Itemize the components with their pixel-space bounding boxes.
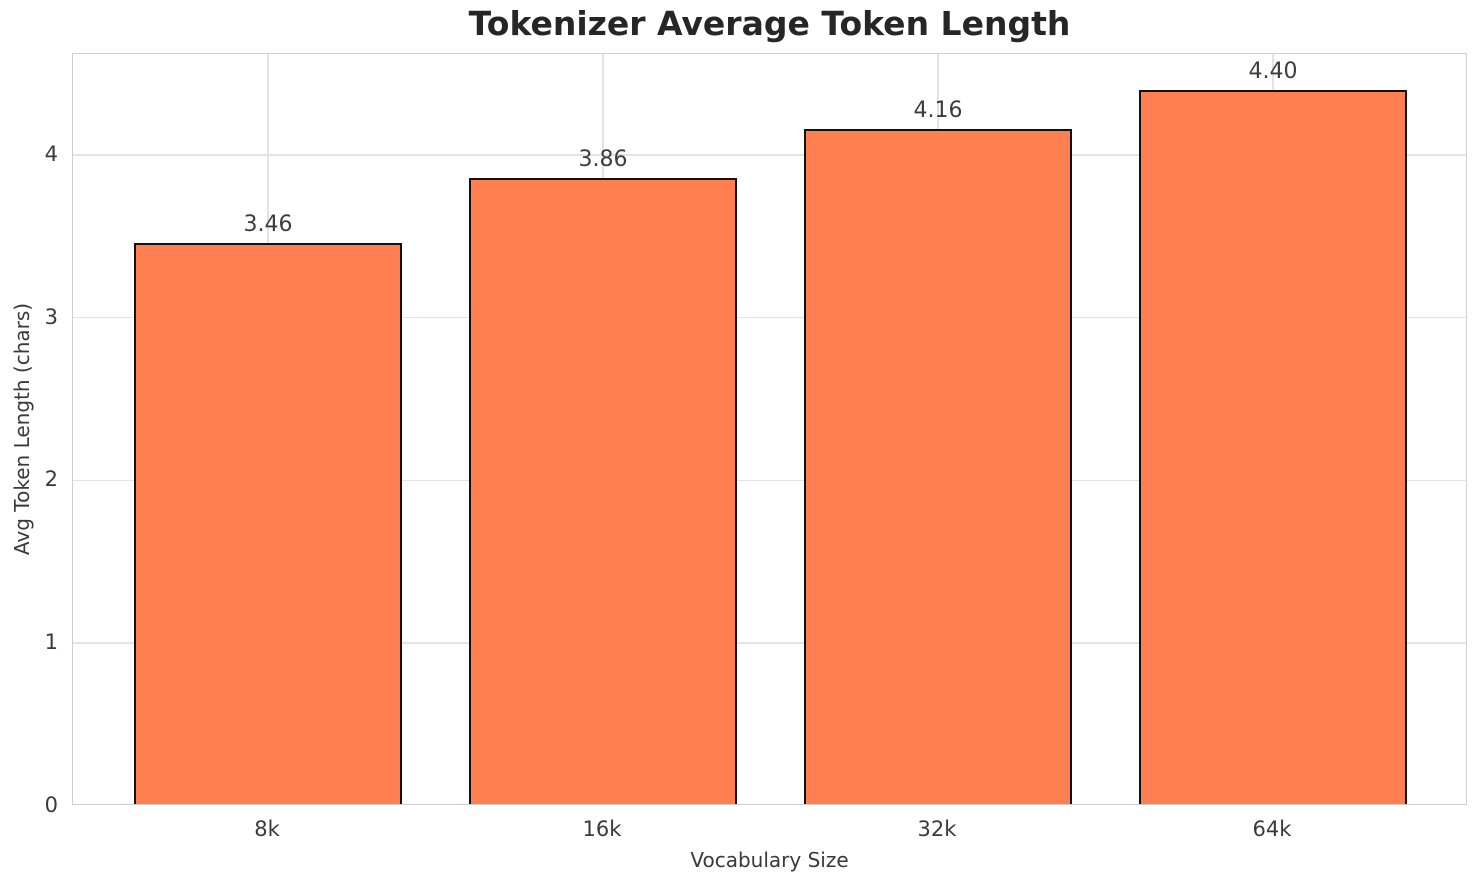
y-tick-label: 2 [44, 467, 58, 492]
y-tick-label: 1 [44, 630, 58, 655]
y-tick-label: 3 [44, 304, 58, 329]
bar [134, 242, 402, 804]
bar-value-label: 4.16 [913, 97, 963, 123]
y-tick-label: 0 [44, 793, 58, 817]
x-tick-label: 64k [1252, 817, 1292, 841]
bar [469, 177, 737, 804]
x-axis-label: Vocabulary Size [690, 848, 849, 872]
bar-value-label: 3.86 [578, 146, 628, 172]
bar [804, 128, 1072, 804]
y-axis-label: Avg Token Length (chars) [10, 302, 34, 556]
y-tick-label: 4 [44, 141, 58, 166]
x-tick-label: 8k [254, 817, 280, 841]
bar-value-label: 4.40 [1248, 58, 1298, 84]
h-gridline [73, 479, 1466, 482]
h-gridline [73, 316, 1466, 319]
chart-title: Tokenizer Average Token Length [468, 4, 1071, 43]
bar [1139, 89, 1407, 804]
h-gridline [73, 642, 1466, 644]
bar-value-label: 3.46 [243, 211, 293, 237]
h-gridline [73, 154, 1466, 156]
x-tick-label: 16k [582, 817, 622, 841]
x-tick-label: 32k [917, 817, 957, 841]
plot-area: 3.46 3.86 4.16 4.40 [72, 53, 1467, 805]
